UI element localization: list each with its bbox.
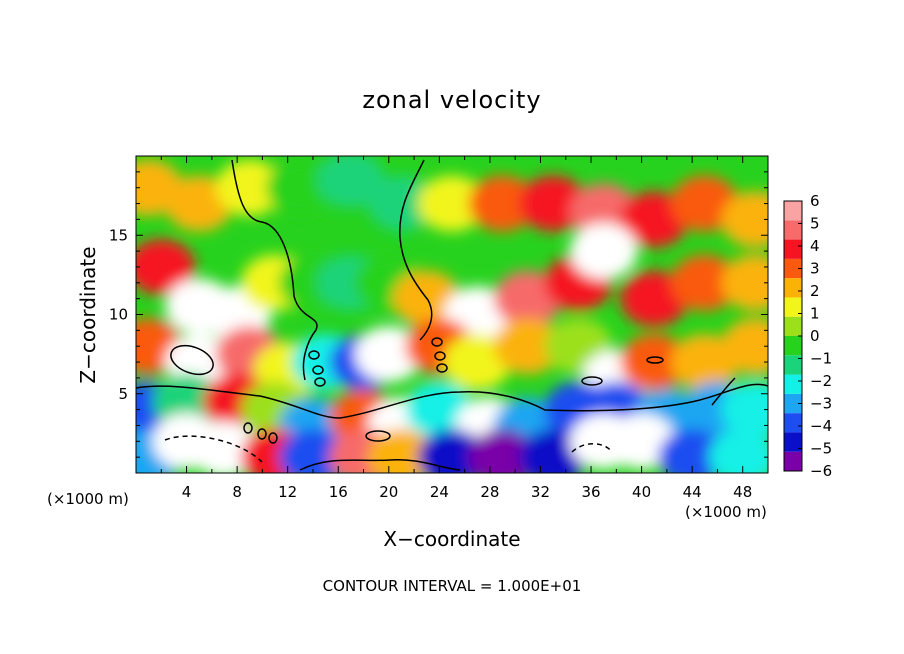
colorbar-segment [784, 451, 802, 471]
field-sample [569, 183, 638, 240]
small-contour [243, 422, 253, 434]
field-sample [418, 429, 486, 473]
axis-ticks [136, 156, 768, 473]
small-contour [434, 351, 446, 361]
small-contour [314, 377, 326, 387]
field-sample [658, 429, 727, 473]
colorbar-segment [784, 220, 802, 240]
colorbar-tick-label: −5 [810, 440, 832, 458]
x-tick-label: 36 [581, 483, 600, 501]
colorbar-segment [784, 258, 802, 279]
colorbar-tick-label: 4 [810, 237, 820, 255]
colorbar-segment [784, 413, 802, 433]
positive-contour [581, 376, 603, 386]
colorbar: 6 5 4 3 2 1 0 −1 −2 −3 −4 −5 −6 [783, 192, 832, 480]
zero-contour-left [231, 159, 318, 381]
field-sample [354, 326, 423, 383]
colorbar-segment [784, 239, 802, 259]
x-axis-label: X−coordinate [383, 527, 521, 551]
colorbar-tick-label: 0 [810, 327, 820, 345]
field-sample [721, 318, 768, 375]
small-contour [711, 377, 736, 406]
x-tick-label: 20 [379, 483, 398, 501]
small-contour [257, 428, 267, 440]
small-contour [312, 365, 324, 375]
colorbar-tick-label: 2 [810, 282, 820, 300]
field-sample [152, 373, 221, 430]
field-sample [316, 156, 385, 208]
chart-title: zonal velocity [362, 86, 542, 114]
colorbar-tick-label: −6 [810, 462, 832, 480]
field-sample [569, 223, 638, 280]
positive-contour [170, 344, 214, 376]
colorbar-tick-label: −3 [810, 395, 832, 413]
x-tick-label: 40 [632, 483, 651, 501]
field-sample [468, 429, 537, 473]
colorbar-tick-label: 6 [810, 192, 820, 210]
colorbar-tick-label: −4 [810, 417, 832, 435]
colorbar-segment [784, 201, 802, 221]
field-sample [418, 175, 486, 232]
colorbar-segment [784, 374, 802, 394]
field-sample [136, 238, 196, 295]
x-tick-label: 16 [329, 483, 348, 501]
colorbar-segment [784, 432, 802, 452]
colorbar-segment [784, 297, 802, 317]
field-sample [721, 191, 768, 248]
y-tick-label: 5 [118, 385, 128, 403]
x-unit-label-left: (×1000 m) [47, 490, 129, 508]
x-tick-label: 24 [430, 483, 449, 501]
field-sample [620, 334, 689, 391]
zero-contour-center [399, 159, 433, 341]
small-contour [308, 350, 320, 360]
field-sample [721, 381, 768, 438]
positive-contour [365, 430, 391, 442]
heatmap-cells [136, 156, 768, 473]
heatmap-field [136, 156, 768, 473]
field-sample [278, 429, 347, 473]
x-tick-label: 32 [531, 483, 550, 501]
y-tick-label: 15 [109, 226, 128, 244]
x-unit-label-right: (×1000 m) [685, 503, 767, 521]
field-sample [367, 175, 436, 232]
colorbar-tick-label: 3 [810, 260, 820, 278]
x-tick-label: 44 [683, 483, 702, 501]
small-contour [268, 432, 278, 444]
negative-contour [164, 435, 263, 463]
x-tick-label: 48 [733, 483, 752, 501]
field-sample [708, 429, 768, 473]
y-axis-label: Z−coordinate [76, 246, 100, 384]
colorbar-tick-label: 5 [810, 215, 820, 233]
colorbar-tick-label: −1 [810, 350, 832, 368]
field-sample [519, 175, 588, 232]
x-tick-label: 8 [232, 483, 242, 501]
x-tick-label: 12 [278, 483, 297, 501]
y-tick-label: 10 [109, 306, 128, 324]
colorbar-segment [784, 336, 802, 356]
zero-contour-bottom [299, 459, 461, 471]
small-contour [431, 337, 443, 347]
field-sample [493, 318, 562, 375]
colorbar-segment [784, 355, 802, 375]
negative-contour [571, 443, 613, 453]
small-contour [646, 356, 664, 364]
field-sample [266, 159, 335, 216]
x-tick-label: 4 [182, 483, 192, 501]
colorbar-segment [784, 393, 802, 414]
small-contour [436, 363, 448, 373]
contour-interval-note: CONTOUR INTERVAL = 1.000E+01 [322, 577, 582, 595]
colorbar-tick-label: 1 [810, 305, 820, 323]
field-sample [215, 159, 284, 216]
colorbar-segment [784, 278, 802, 298]
field-sample [468, 175, 537, 232]
zero-contour-lower [136, 383, 768, 419]
colorbar-tick-label: −2 [810, 372, 832, 390]
x-tick-label: 28 [480, 483, 499, 501]
field-sample [721, 254, 768, 311]
field-sample [670, 254, 739, 311]
zero-contours [136, 159, 768, 471]
colorbar-segment [784, 316, 802, 336]
